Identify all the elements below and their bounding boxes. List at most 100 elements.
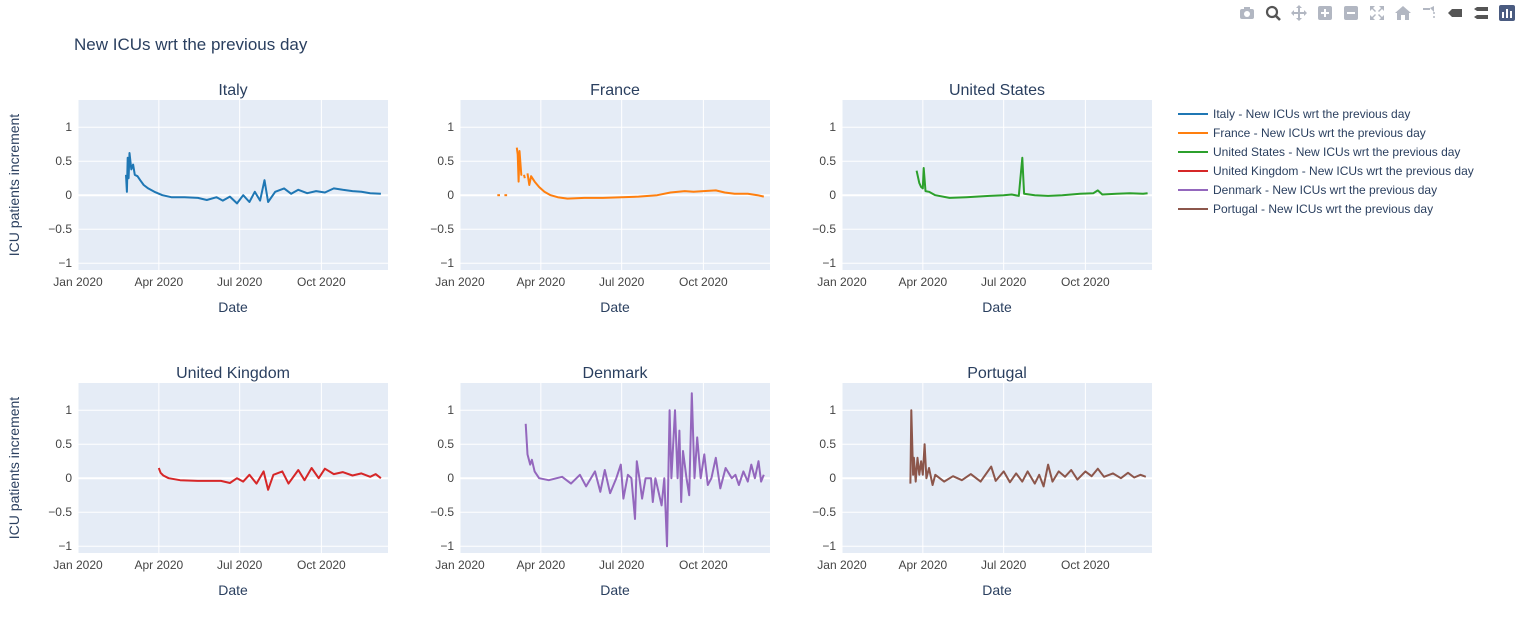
y-tick-label: −0.5 <box>812 222 836 236</box>
x-tick-label: Apr 2020 <box>134 558 183 572</box>
y-tick-label: −0.5 <box>430 222 454 236</box>
legend-label: France - New ICUs wrt the previous day <box>1213 126 1426 140</box>
spike-lines-button[interactable] <box>1418 4 1440 22</box>
x-tick-label: Jan 2020 <box>53 558 103 572</box>
y-tick-label: −1 <box>822 256 836 270</box>
zoom-out-icon <box>1344 6 1358 20</box>
plot-area[interactable] <box>78 383 388 553</box>
x-tick-label: Jan 2020 <box>435 275 485 289</box>
plot-area[interactable] <box>78 100 388 270</box>
y-tick-label: 1 <box>447 120 454 134</box>
series-line[interactable] <box>157 467 382 491</box>
hover-closest-icon <box>1448 9 1462 17</box>
y-tick-label: 0.5 <box>819 154 836 168</box>
y-axis-title: ICU patients increment <box>6 397 22 540</box>
x-tick-label: Jul 2020 <box>217 558 263 572</box>
x-tick-label: Apr 2020 <box>898 558 947 572</box>
x-tick-label: Jan 2020 <box>817 558 867 572</box>
legend-item[interactable]: France - New ICUs wrt the previous day <box>1178 126 1426 140</box>
zoom-icon <box>1265 5 1281 21</box>
y-tick-label: −1 <box>58 539 72 553</box>
y-tick-label: −1 <box>440 256 454 270</box>
legend-label: United Kingdom - New ICUs wrt the previo… <box>1213 164 1474 178</box>
plotly-logo-button[interactable] <box>1496 4 1518 22</box>
autoscale-icon <box>1370 6 1384 20</box>
zoom-button[interactable] <box>1262 4 1284 22</box>
y-tick-label: 0 <box>829 188 836 202</box>
modebar <box>1236 4 1518 22</box>
x-tick-label: Oct 2020 <box>297 558 346 572</box>
zoom-in-button[interactable] <box>1314 4 1336 22</box>
plot-area[interactable] <box>460 100 770 270</box>
x-tick-label: Jan 2020 <box>53 275 103 289</box>
y-tick-label: −1 <box>58 256 72 270</box>
y-tick-label: 0 <box>65 188 72 202</box>
subplot-denmark: Jan 2020 Apr 2020 Jul 2020 Oct 2020 1 0.5 0 −0.… <box>430 365 770 598</box>
y-tick-label: 1 <box>447 403 454 417</box>
legend[interactable]: Italy - New ICUs wrt the previous day Fra… <box>1178 107 1474 216</box>
plot-area[interactable] <box>460 383 770 553</box>
chart-title: New ICUs wrt the previous day <box>74 35 308 54</box>
subplot-title: Portugal <box>967 365 1027 382</box>
subplot-united-states: Jan 2020 Apr 2020 Jul 2020 Oct 2020 1 0.5 0 −0.… <box>812 82 1152 315</box>
y-tick-label: 1 <box>65 120 72 134</box>
autoscale-button[interactable] <box>1366 4 1388 22</box>
series-line[interactable] <box>523 174 526 179</box>
legend-item[interactable]: United States - New ICUs wrt the previou… <box>1178 145 1460 159</box>
x-axis-title: Date <box>218 299 248 315</box>
subplot-portugal: Jan 2020 Apr 2020 Jul 2020 Oct 2020 1 0.5 0 −0.… <box>812 365 1152 598</box>
legend-item[interactable]: Portugal - New ICUs wrt the previous day <box>1178 202 1433 216</box>
x-tick-label: Jul 2020 <box>599 275 645 289</box>
x-axis-title: Date <box>982 582 1012 598</box>
plot-area[interactable] <box>842 100 1152 270</box>
series-line[interactable] <box>515 147 523 183</box>
subplot-italy: Jan 2020 Apr 2020 Jul 2020 Oct 2020 1 0.5 0 −0.… <box>6 82 388 315</box>
x-tick-label: Jul 2020 <box>981 275 1027 289</box>
pan-button[interactable] <box>1288 4 1310 22</box>
y-tick-label: 0.5 <box>55 437 72 451</box>
series-line[interactable] <box>915 156 1148 199</box>
legend-label: Denmark - New ICUs wrt the previous day <box>1213 183 1437 197</box>
x-tick-label: Apr 2020 <box>516 558 565 572</box>
x-tick-label: Oct 2020 <box>679 558 728 572</box>
y-tick-label: 0.5 <box>437 154 454 168</box>
legend-item[interactable]: Denmark - New ICUs wrt the previous day <box>1178 183 1437 197</box>
x-tick-label: Jan 2020 <box>817 275 867 289</box>
subplots: Jan 2020 Apr 2020 Jul 2020 Oct 2020 1 0.5 0 −0.… <box>6 82 1152 598</box>
legend-item[interactable]: Italy - New ICUs wrt the previous day <box>1178 107 1410 121</box>
zoom-out-button[interactable] <box>1340 4 1362 22</box>
pan-icon <box>1291 5 1307 21</box>
series-line[interactable] <box>524 392 765 548</box>
x-tick-label: Jul 2020 <box>981 558 1027 572</box>
x-tick-label: Oct 2020 <box>1061 558 1110 572</box>
y-tick-label: 0.5 <box>437 437 454 451</box>
y-tick-label: 1 <box>829 120 836 134</box>
hover-compare-button[interactable] <box>1470 4 1492 22</box>
y-tick-label: 0 <box>447 188 454 202</box>
reset-axes-button[interactable] <box>1392 4 1414 22</box>
hover-closest-button[interactable] <box>1444 4 1466 22</box>
x-tick-label: Oct 2020 <box>1061 275 1110 289</box>
download-plot-button[interactable] <box>1236 4 1258 22</box>
x-axis-title: Date <box>600 582 630 598</box>
legend-item[interactable]: United Kingdom - New ICUs wrt the previo… <box>1178 164 1474 178</box>
y-tick-label: 0.5 <box>55 154 72 168</box>
x-axis-title: Date <box>600 299 630 315</box>
x-tick-label: Apr 2020 <box>516 275 565 289</box>
y-tick-label: −0.5 <box>48 222 72 236</box>
x-tick-label: Jan 2020 <box>435 558 485 572</box>
plot-area[interactable] <box>842 383 1152 553</box>
series-line[interactable] <box>526 173 765 200</box>
y-tick-label: −0.5 <box>430 505 454 519</box>
series-line[interactable] <box>909 409 1147 488</box>
series-line[interactable] <box>125 152 381 205</box>
x-tick-label: Oct 2020 <box>679 275 728 289</box>
x-tick-label: Apr 2020 <box>134 275 183 289</box>
download-plot-icon <box>1240 7 1254 19</box>
y-tick-label: −1 <box>440 539 454 553</box>
subplot-title: United Kingdom <box>176 365 290 382</box>
x-tick-label: Jul 2020 <box>217 275 263 289</box>
y-tick-label: −0.5 <box>812 505 836 519</box>
x-tick-label: Oct 2020 <box>297 275 346 289</box>
